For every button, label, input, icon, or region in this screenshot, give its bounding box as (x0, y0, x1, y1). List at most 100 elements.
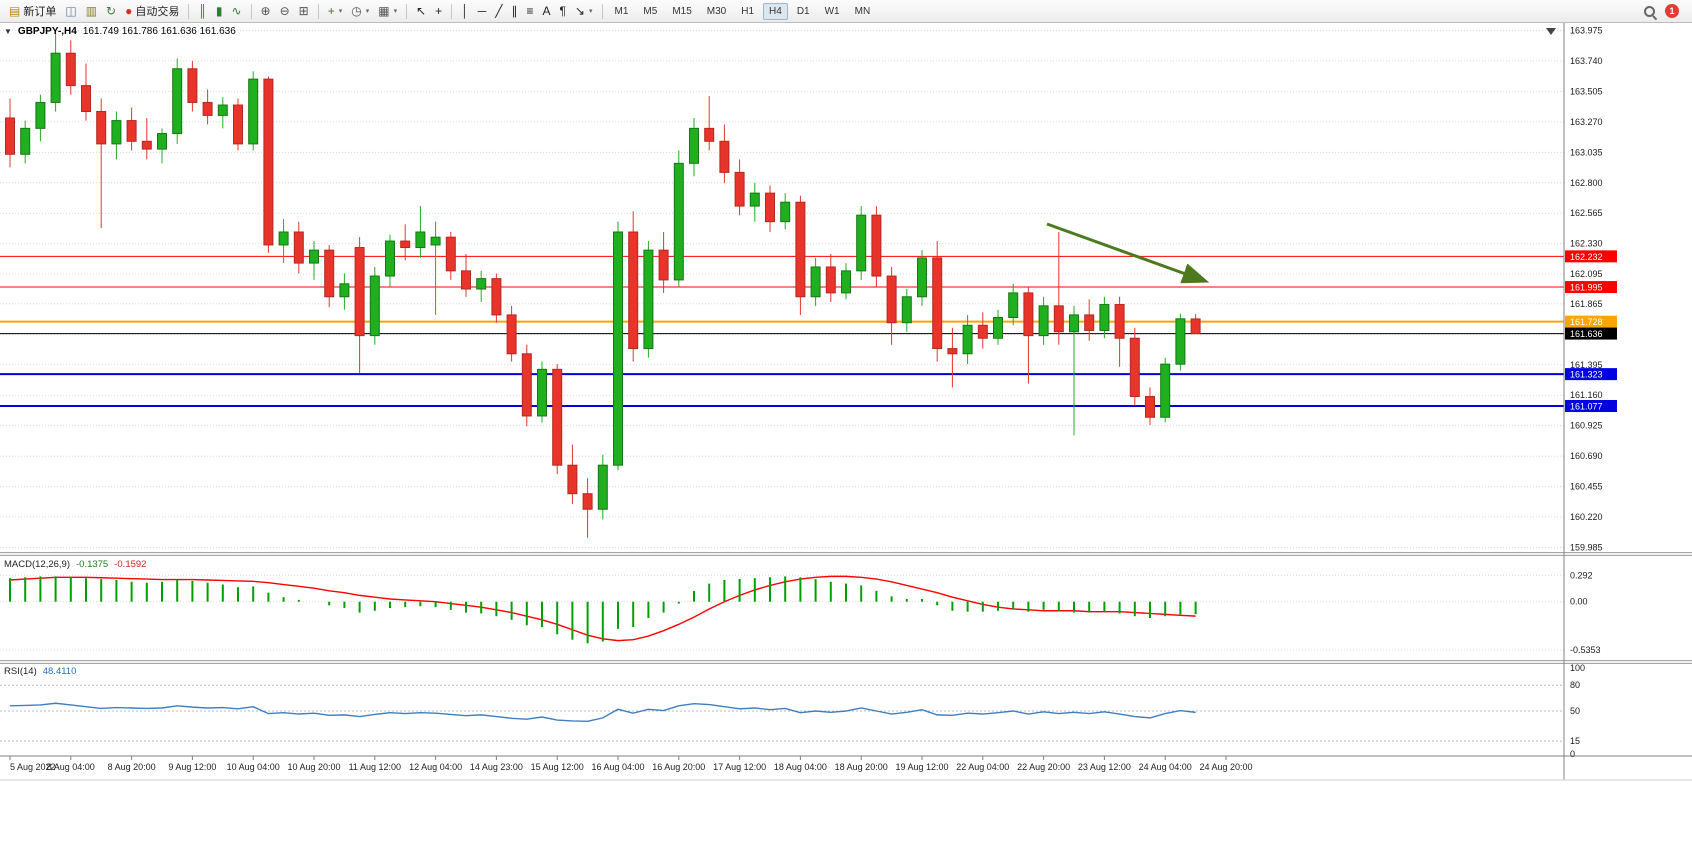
templates-icon[interactable]: ▦ ▾ (374, 4, 401, 18)
timeframe-d1[interactable]: D1 (796, 5, 810, 17)
refresh-icon: ↻ (106, 4, 117, 18)
line-chart-icon: ∿ (231, 4, 242, 18)
rsi-value: 48.4110 (42, 666, 77, 677)
candles (5, 30, 1201, 538)
cursor-icon: ↖ (416, 4, 427, 18)
macd-pane[interactable] (0, 574, 1564, 651)
candlestick-chart-icon[interactable]: ▮ (212, 4, 227, 18)
time-label: 8 Aug 20:00 (108, 762, 156, 772)
timeframe-h4[interactable]: H4 (763, 2, 788, 20)
time-label: 19 Aug 12:00 (895, 762, 948, 772)
periods-icon[interactable]: ◷ ▾ (347, 4, 373, 18)
svg-text:80: 80 (1570, 680, 1580, 690)
toolbar-separator (188, 3, 190, 19)
bar-chart-icon[interactable]: ║ (194, 4, 211, 18)
trendline-icon[interactable]: ╱ (491, 4, 506, 18)
timeframe-m30[interactable]: M30 (706, 5, 727, 17)
chart-window[interactable]: 5 Aug 2022 8 Aug 04:00 8 Aug 20:00 9 Aug 12… (0, 23, 1692, 843)
price-tag-161.323: 161.323 (1570, 370, 1603, 380)
periods-icon: ◷ (351, 4, 362, 18)
dropdown-arrow-icon[interactable]: ▾ (338, 8, 343, 15)
new-chart-icon: ◫ (65, 4, 77, 18)
time-label: 16 Aug 20:00 (652, 762, 705, 772)
dropdown-arrow-icon[interactable]: ▾ (393, 8, 398, 15)
notification-badge[interactable]: 1 (1665, 4, 1679, 18)
tile-windows-icon[interactable]: ⊞ (295, 4, 313, 18)
svg-text:162.330: 162.330 (1570, 239, 1603, 249)
timeframe-m1[interactable]: M1 (614, 5, 629, 17)
rsi-name: RSI(14) (4, 666, 37, 677)
fibonacci-icon[interactable]: ≡ (522, 4, 537, 18)
svg-text:0.292: 0.292 (1570, 570, 1593, 580)
new-order-button[interactable]: ▤ 新订单 (5, 2, 60, 20)
crosshair-icon[interactable]: + (431, 4, 446, 18)
time-label: 18 Aug 20:00 (835, 762, 888, 772)
price-axis[interactable]: 163.975 163.740 163.505 163.270 163.035 162.8… (1565, 26, 1617, 759)
timeframe-mn[interactable]: MN (854, 5, 871, 17)
dropdown-arrow-icon[interactable]: ▾ (365, 8, 370, 15)
autotrading-button[interactable]: ● 自动交易 (121, 2, 183, 20)
crosshair-icon: + (435, 4, 443, 18)
new-order-button-label: 新订单 (23, 6, 57, 18)
price-tag-161.728: 161.728 (1570, 317, 1603, 327)
dropdown-arrow-icon[interactable]: ▾ (588, 8, 593, 15)
time-label: 18 Aug 04:00 (774, 762, 827, 772)
svg-text:160.925: 160.925 (1570, 421, 1603, 431)
fibonacci-icon: ≡ (526, 4, 534, 18)
text-icon[interactable]: A (538, 4, 554, 18)
trend-arrow-annotation[interactable] (1046, 222, 1210, 284)
price-tag-161.995: 161.995 (1570, 283, 1603, 293)
search-icon[interactable] (1642, 4, 1656, 18)
collapse-chart-icon[interactable]: ▼ (4, 27, 12, 36)
horizontal-line-icon[interactable]: ─ (474, 4, 491, 18)
chart-shift-marker[interactable] (1546, 28, 1556, 35)
svg-text:160.455: 160.455 (1570, 482, 1603, 492)
price-tag-161.636: 161.636 (1570, 329, 1603, 339)
new-chart-icon[interactable]: ◫ (61, 4, 80, 18)
timeframe-w1[interactable]: W1 (824, 5, 840, 17)
refresh-icon[interactable]: ↻ (102, 4, 120, 18)
svg-text:159.985: 159.985 (1570, 542, 1603, 552)
indicators-icon: + (327, 4, 335, 18)
macd-main-value: -0.1375 (76, 559, 109, 570)
toolbar-separator (250, 3, 252, 19)
svg-text:162.800: 162.800 (1570, 178, 1603, 188)
price-tag-161.077: 161.077 (1570, 401, 1603, 411)
time-label: 16 Aug 04:00 (591, 762, 644, 772)
toolbar-separator (601, 3, 603, 19)
chart-ohlc-values: 161.749 161.786 161.636 161.636 (82, 26, 236, 37)
equidistant-channel-icon: ∥ (511, 4, 518, 18)
chart-symbol-period: GBPJPY-,H4 (17, 26, 77, 37)
candlestick-chart-icon: ▮ (215, 4, 223, 18)
chart-chrome (0, 23, 1692, 781)
timeframe-m15[interactable]: M15 (672, 5, 692, 17)
svg-text:162.565: 162.565 (1570, 208, 1603, 218)
timeframe-m5[interactable]: M5 (643, 5, 658, 17)
zoom-out-icon[interactable]: ⊖ (276, 4, 294, 18)
timeframe-h1[interactable]: H1 (741, 5, 755, 17)
main-chart-pane[interactable] (0, 30, 1564, 548)
cursor-icon[interactable]: ↖ (412, 4, 430, 18)
svg-text:163.740: 163.740 (1570, 56, 1603, 66)
time-label: 10 Aug 20:00 (287, 762, 340, 772)
time-label: 24 Aug 20:00 (1199, 762, 1252, 772)
arrows-icon[interactable]: ↘ ▾ (571, 4, 597, 18)
line-chart-icon[interactable]: ∿ (227, 4, 245, 18)
rsi-pane[interactable] (0, 684, 1564, 742)
zoom-in-icon: ⊕ (260, 4, 271, 18)
zoom-in-icon[interactable]: ⊕ (257, 4, 275, 18)
profiles-icon[interactable]: ▥ (82, 4, 101, 18)
text-label-icon[interactable]: ¶ (555, 4, 569, 18)
toolbar-separator (451, 3, 453, 19)
macd-name: MACD(12,26,9) (4, 559, 70, 570)
toolbar-separator (406, 3, 408, 19)
equidistant-channel-icon[interactable]: ∥ (507, 4, 521, 18)
indicators-icon[interactable]: + ▾ (324, 4, 347, 18)
vertical-line-icon[interactable]: │ (457, 4, 473, 18)
templates-icon: ▦ (378, 4, 390, 18)
svg-text:163.035: 163.035 (1570, 147, 1603, 157)
svg-text:160.690: 160.690 (1570, 451, 1603, 461)
svg-text:0: 0 (1570, 749, 1575, 759)
